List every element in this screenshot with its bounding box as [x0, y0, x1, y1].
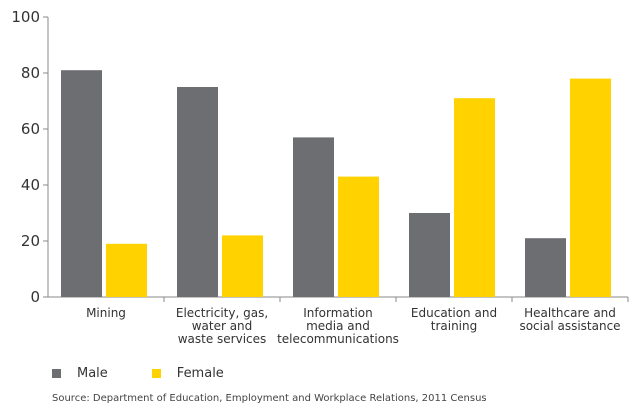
bar-chart: 0 20 40 60 80 100 Mining Electricity, gas,water… [11, 8, 629, 346]
x-category-label: water and [192, 319, 253, 333]
x-category-label: Mining [86, 306, 126, 320]
bar-female-5 [570, 78, 611, 297]
x-category-label: Information [303, 306, 372, 320]
y-tick-label: 60 [21, 120, 40, 138]
x-category-label: training [431, 319, 478, 333]
x-category-label: Education and [411, 306, 497, 320]
legend-swatch-male [52, 369, 61, 378]
x-category-label: telecommunications [277, 332, 399, 346]
x-category-label: media and [306, 319, 370, 333]
x-category-label: Healthcare and [524, 306, 616, 320]
legend-swatch-female [151, 369, 161, 378]
bar-male-5 [525, 238, 566, 297]
x-category-label: waste services [178, 332, 267, 346]
bar-male-4 [409, 213, 450, 297]
y-tick-label: 0 [30, 288, 40, 306]
legend-item-female: Female [151, 366, 224, 381]
bar-female-4 [454, 98, 495, 297]
y-tick-label: 100 [11, 8, 40, 26]
bar-female-1 [106, 243, 147, 297]
legend-item-male: Male [52, 366, 108, 381]
x-category-label: social assistance [519, 319, 620, 333]
y-tick-label: 20 [21, 232, 40, 250]
x-category-label: Electricity, gas, [176, 306, 268, 320]
bar-male-2 [177, 87, 218, 297]
legend-label-female: Female [176, 366, 224, 381]
legend-label-male: Male [77, 366, 108, 381]
source-note: Source: Department of Education, Employm… [52, 393, 487, 404]
bar-female-3 [338, 176, 379, 297]
bar-male-1 [61, 70, 102, 297]
bar-male-3 [293, 137, 334, 297]
y-tick-label: 40 [21, 176, 40, 194]
y-tick-label: 80 [21, 64, 40, 82]
chart-legend: Male Female [52, 366, 224, 381]
bar-female-2 [222, 235, 263, 297]
